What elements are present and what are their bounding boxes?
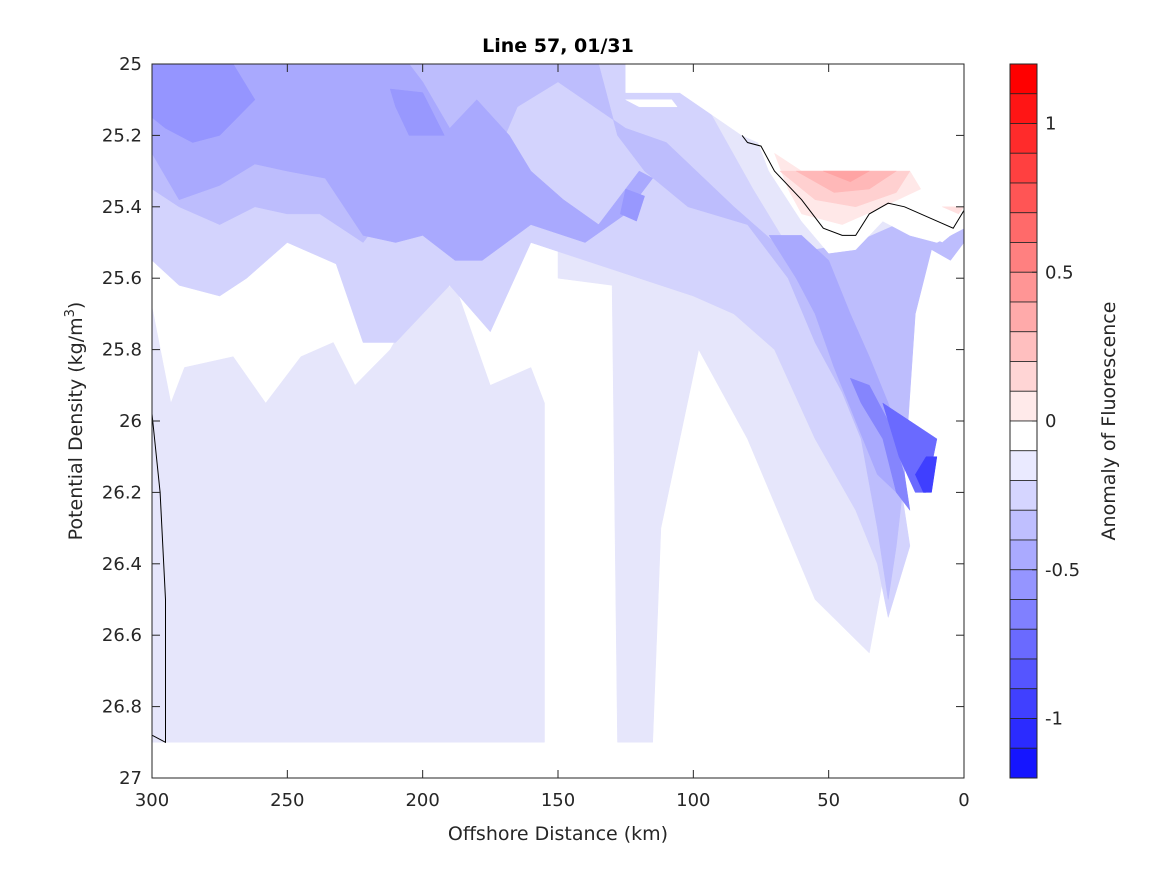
- colorbar-bin-21: [1009, 688, 1038, 719]
- x-tick-label: 250: [270, 790, 304, 811]
- colorbar-bin-10: [1009, 361, 1038, 392]
- contour-region-7: [389, 88, 445, 136]
- colorbar-ticks: 1 0.5 0 -0.5 -1: [1032, 114, 1080, 730]
- colorbar-bin-13: [1009, 450, 1038, 481]
- x-tick-label: 200: [405, 790, 439, 811]
- contour-region-9: [849, 377, 911, 511]
- x-axis: 300 250 200 150 100 50 0: [135, 64, 970, 811]
- y-tick-label: 26.2: [102, 482, 142, 503]
- contour-region-1: [152, 285, 545, 743]
- y-axis-label: Potential Density (kg/m3): [63, 302, 87, 541]
- colorbar-tick-label: 0: [1045, 411, 1056, 432]
- y-axis: 25 25.2 25.4 25.6 25.8 26 26.2 26.4 26.6 26.8 27: [102, 54, 964, 789]
- x-tick-label: 0: [958, 790, 969, 811]
- y-tick-label: 25.4: [102, 197, 142, 218]
- x-tick-label: 150: [541, 790, 575, 811]
- zero-contour-line-0: [741, 135, 964, 236]
- colorbar-bin-8: [1009, 301, 1038, 333]
- contour-region-17: [823, 170, 871, 183]
- chart-title: Line 57, 01/31: [482, 35, 634, 57]
- y-tick-label: 25.6: [102, 268, 142, 289]
- y-tick-label: 26.8: [102, 697, 142, 718]
- colorbar-bin-7: [1009, 271, 1038, 303]
- colorbar-bin-11: [1009, 390, 1038, 422]
- colorbar-bin-20: [1009, 658, 1038, 690]
- colorbar-tick-label: 1: [1045, 114, 1056, 135]
- y-tick-label: 25.2: [102, 125, 142, 146]
- y-tick-label: 25.8: [102, 340, 142, 361]
- colorbar-bin-23: [1009, 747, 1038, 779]
- zero-contour-lines: [152, 135, 964, 744]
- colorbar-bin-19: [1009, 628, 1038, 660]
- colorbar-bin-5: [1009, 212, 1038, 243]
- colorbar-bin-18: [1009, 599, 1038, 630]
- y-tick-label: 26.4: [102, 554, 142, 575]
- colorbar-label: Anomaly of Fluorescence: [1098, 302, 1120, 541]
- colorbar-tick-label: -0.5: [1045, 560, 1080, 581]
- colorbar-bin-14: [1009, 480, 1038, 511]
- colorbar-bin-4: [1009, 182, 1038, 214]
- colorbar-bin-22: [1009, 718, 1038, 749]
- x-tick-label: 100: [676, 790, 710, 811]
- y-tick-label: 26: [119, 411, 142, 432]
- plot-area: [152, 64, 964, 778]
- zero-contour-line-1: [152, 413, 166, 744]
- colorbar-bin-3: [1009, 152, 1038, 184]
- colorbar-bin-16: [1009, 539, 1038, 571]
- x-tick-label: 50: [817, 790, 840, 811]
- colorbar-bin-0: [1009, 63, 1038, 95]
- colorbar: [1009, 63, 1038, 779]
- colorbar-bin-17: [1009, 569, 1038, 600]
- colorbar-bin-12: [1009, 420, 1038, 452]
- y-tick-label: 25: [119, 54, 142, 75]
- contour-region-13: [625, 99, 678, 108]
- colorbar-tick-label: -1: [1045, 709, 1063, 730]
- contour-region-8: [620, 188, 645, 222]
- contour-region-18: [942, 206, 964, 215]
- contour-region-4: [152, 64, 654, 261]
- colorbar-bin-2: [1009, 123, 1038, 154]
- colorbar-bin-1: [1009, 93, 1038, 124]
- colorbar-tick-label: 0.5: [1045, 262, 1074, 283]
- contour-fill-layers: [152, 64, 964, 743]
- x-axis-label: Offshore Distance (km): [448, 823, 668, 845]
- y-tick-label: 26.6: [102, 625, 142, 646]
- contour-region-6: [152, 64, 256, 143]
- colorbar-bin-6: [1009, 242, 1038, 273]
- y-axis-label-sup: 3: [63, 309, 78, 317]
- x-tick-label: 300: [135, 790, 169, 811]
- colorbar-bin-15: [1009, 509, 1038, 541]
- y-axis-label-main: Potential Density (kg/m: [65, 317, 87, 540]
- y-tick-label: 27: [119, 768, 142, 789]
- y-axis-label-suffix: ): [65, 302, 87, 309]
- colorbar-bin-9: [1009, 331, 1038, 362]
- contour-region-11: [915, 456, 938, 493]
